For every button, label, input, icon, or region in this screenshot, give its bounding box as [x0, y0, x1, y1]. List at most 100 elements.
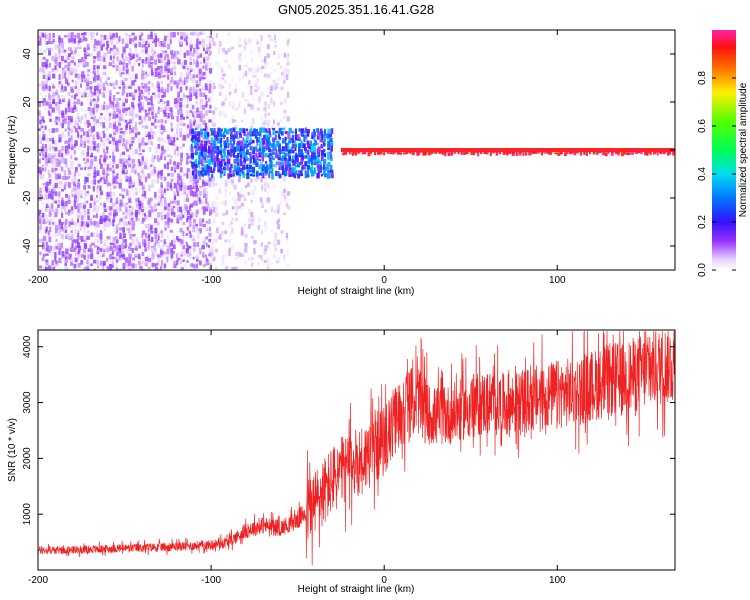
heatmap-cell — [42, 130, 45, 134]
heatmap-cell — [80, 143, 83, 147]
heatmap-cell — [200, 143, 204, 148]
heatmap-cell — [154, 68, 158, 72]
heatmap-cell — [279, 101, 284, 106]
heatmap-cell — [141, 142, 146, 146]
heatmap-cell — [71, 193, 74, 198]
heatmap-cell — [182, 193, 186, 197]
heatmap-cell — [58, 158, 61, 165]
heatmap-cell — [51, 55, 55, 61]
heatmap-cell — [71, 178, 75, 185]
heatmap-cell — [108, 116, 112, 121]
heatmap-cell — [213, 128, 216, 134]
heatmap-cell — [199, 98, 203, 104]
heatmap-cell — [224, 254, 227, 259]
y-tick-label: 3000 — [22, 391, 33, 414]
heatmap-cell — [222, 132, 225, 135]
heatmap-cell — [157, 212, 161, 218]
heatmap-cell — [301, 155, 304, 160]
heatmap-cell — [115, 181, 119, 185]
heatmap-cell — [189, 187, 193, 194]
heatmap-cell — [176, 152, 180, 157]
heatmap-cell — [119, 218, 123, 222]
heatmap-cell — [166, 71, 169, 75]
heatmap-cell — [52, 199, 56, 203]
heatmap-cell — [83, 242, 88, 249]
heatmap-cell — [228, 247, 231, 253]
heatmap-cell — [200, 128, 203, 134]
heatmap-cell — [505, 151, 509, 156]
heatmap-cell — [87, 106, 91, 111]
heatmap-cell — [106, 149, 109, 154]
heatmap-cell — [100, 56, 104, 62]
heatmap-cell — [201, 140, 205, 145]
heatmap-cell — [148, 203, 152, 208]
heatmap-cell — [161, 149, 165, 155]
heatmap-cell — [298, 146, 301, 152]
heatmap-cell — [218, 78, 222, 81]
heatmap-cell — [103, 35, 107, 40]
heatmap-cell — [73, 239, 77, 243]
y-tick-label: -20 — [22, 190, 33, 205]
heatmap-cell — [157, 128, 162, 134]
heatmap-cell — [245, 155, 248, 160]
heatmap-cell — [54, 140, 58, 146]
heatmap-cell — [238, 251, 242, 257]
heatmap-cell — [185, 232, 189, 236]
heatmap-cell — [189, 160, 193, 164]
heatmap-cell — [47, 169, 50, 175]
heatmap-cell — [171, 239, 174, 246]
heatmap-cell — [84, 166, 87, 171]
heatmap-cell — [128, 110, 132, 117]
heatmap-cell — [267, 85, 272, 92]
heatmap-cell — [45, 259, 49, 263]
heatmap-cell — [251, 74, 254, 78]
heatmap-cell — [122, 202, 126, 207]
heatmap-cell — [183, 203, 188, 210]
heatmap-cell — [51, 167, 54, 173]
heatmap-cell — [250, 85, 253, 90]
heatmap-cell — [48, 101, 52, 108]
heatmap-cell — [158, 188, 162, 194]
heatmap-cell — [237, 196, 241, 202]
heatmap-cell — [195, 209, 200, 214]
heatmap-cell — [60, 169, 64, 173]
heatmap-cell — [140, 220, 144, 224]
heatmap-cell — [39, 47, 42, 54]
heatmap-cell — [192, 238, 196, 242]
heatmap-cell — [96, 185, 99, 189]
heatmap-cell — [96, 92, 100, 97]
heatmap-cell — [180, 80, 184, 85]
heatmap-cell — [61, 197, 64, 203]
heatmap-cell — [103, 208, 107, 212]
heatmap-cell — [193, 245, 196, 249]
heatmap-cell — [211, 155, 214, 161]
heatmap-cell — [293, 143, 297, 148]
heatmap-cell — [121, 134, 125, 138]
heatmap-cell — [138, 208, 141, 215]
heatmap-cell — [329, 167, 332, 173]
heatmap-cell — [132, 265, 135, 270]
heatmap-cell — [106, 44, 110, 48]
heatmap-cell — [164, 35, 168, 41]
heatmap-cell — [224, 239, 228, 243]
heatmap-cell — [86, 119, 90, 125]
heatmap-cell — [180, 113, 184, 118]
heatmap-cell — [92, 107, 95, 114]
heatmap-cell — [96, 65, 100, 69]
heatmap-cell — [164, 119, 167, 124]
heatmap-cell — [296, 164, 300, 168]
heatmap-cell — [124, 242, 127, 248]
heatmap-cell — [179, 98, 183, 102]
heatmap-cell — [128, 266, 131, 270]
heatmap-cell — [135, 127, 138, 134]
heatmap-cell — [233, 155, 237, 158]
heatmap-cell — [128, 158, 132, 164]
heatmap-cell — [116, 206, 119, 212]
heatmap-cell — [86, 80, 90, 85]
heatmap-cell — [245, 164, 249, 169]
heatmap-cell — [132, 163, 136, 169]
heatmap-cell — [470, 151, 473, 155]
heatmap-cell — [57, 44, 61, 48]
heatmap-cell — [80, 107, 83, 111]
heatmap-cell — [324, 128, 326, 135]
